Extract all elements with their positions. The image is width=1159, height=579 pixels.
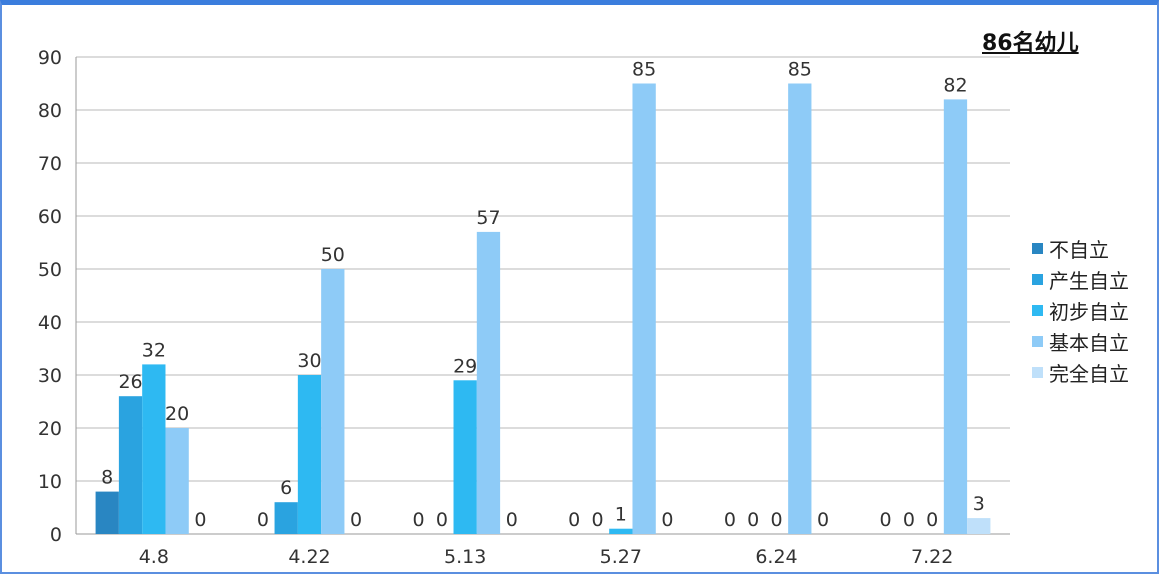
data-label: 0 [568,509,580,531]
y-tick-label: 0 [50,524,62,546]
y-tick-label: 20 [38,418,62,440]
legend-label: 产生自立 [1049,269,1129,293]
data-label: 0 [880,509,892,531]
data-label: 26 [118,371,142,393]
y-tick-label: 40 [38,312,62,334]
legend-label: 基本自立 [1049,331,1129,355]
data-label: 82 [943,74,967,96]
legend-item: 不自立 [1032,233,1129,264]
data-label: 0 [817,509,829,531]
data-label: 85 [632,59,656,81]
bar [943,99,968,535]
y-tick-label: 50 [38,259,62,281]
data-label: 0 [257,509,269,531]
data-label: 0 [903,509,915,531]
bar [118,396,143,534]
data-label: 30 [297,350,321,372]
legend-swatch [1032,274,1043,285]
bar [788,83,812,534]
x-tick-label: 5.13 [444,546,486,568]
data-label: 0 [770,509,782,531]
data-label: 3 [973,493,985,515]
bar [967,518,991,534]
x-tick-label: 6.24 [755,546,797,568]
legend-swatch [1032,336,1043,347]
legend-item: 完全自立 [1032,357,1129,388]
data-label: 0 [724,509,736,531]
bar [453,380,477,534]
data-label: 85 [788,59,812,81]
legend-label: 不自立 [1049,238,1109,262]
bar [609,528,633,534]
legend: 不自立产生自立初步自立基本自立完全自立 [1032,233,1129,388]
data-label: 20 [165,403,189,425]
legend-item: 基本自立 [1032,326,1129,357]
data-label: 32 [142,339,166,361]
data-label: 29 [453,355,477,377]
bar [297,375,322,534]
data-label: 0 [413,509,425,531]
data-label: 0 [506,509,518,531]
y-tick-label: 10 [38,471,62,493]
chart-title: 86名幼儿 [982,31,1079,56]
data-label: 6 [280,477,292,499]
y-tick-label: 80 [38,100,62,122]
legend-swatch [1032,243,1043,254]
y-tick-label: 90 [38,47,62,69]
legend-swatch [1032,367,1043,378]
legend-item: 初步自立 [1032,295,1129,326]
x-tick-label: 4.8 [139,546,169,568]
data-label: 0 [436,509,448,531]
y-tick-label: 70 [38,153,62,175]
legend-label: 完全自立 [1049,362,1129,386]
data-label: 0 [194,509,206,531]
data-label: 0 [747,509,759,531]
bar [476,231,501,534]
data-label: 0 [350,509,362,531]
data-label: 50 [321,244,345,266]
x-tick-label: 7.22 [911,546,953,568]
x-tick-label: 5.27 [600,546,642,568]
bar [95,491,119,534]
data-label: 0 [926,509,938,531]
data-label: 1 [615,504,627,526]
x-tick-label: 4.22 [288,546,330,568]
bar [165,428,189,534]
y-tick-label: 30 [38,365,62,387]
legend-label: 初步自立 [1049,300,1129,324]
legend-item: 产生自立 [1032,264,1129,295]
bar [321,269,345,534]
bar [142,364,166,534]
y-tick-label: 60 [38,206,62,228]
data-label: 8 [101,467,113,489]
legend-swatch [1032,305,1043,316]
data-label: 0 [591,509,603,531]
bar [274,502,298,534]
bar-chart: 01020304050607080904.8826322004.22063050… [38,47,1010,568]
data-label: 0 [661,509,673,531]
data-label: 57 [476,207,500,229]
bar [632,83,656,534]
